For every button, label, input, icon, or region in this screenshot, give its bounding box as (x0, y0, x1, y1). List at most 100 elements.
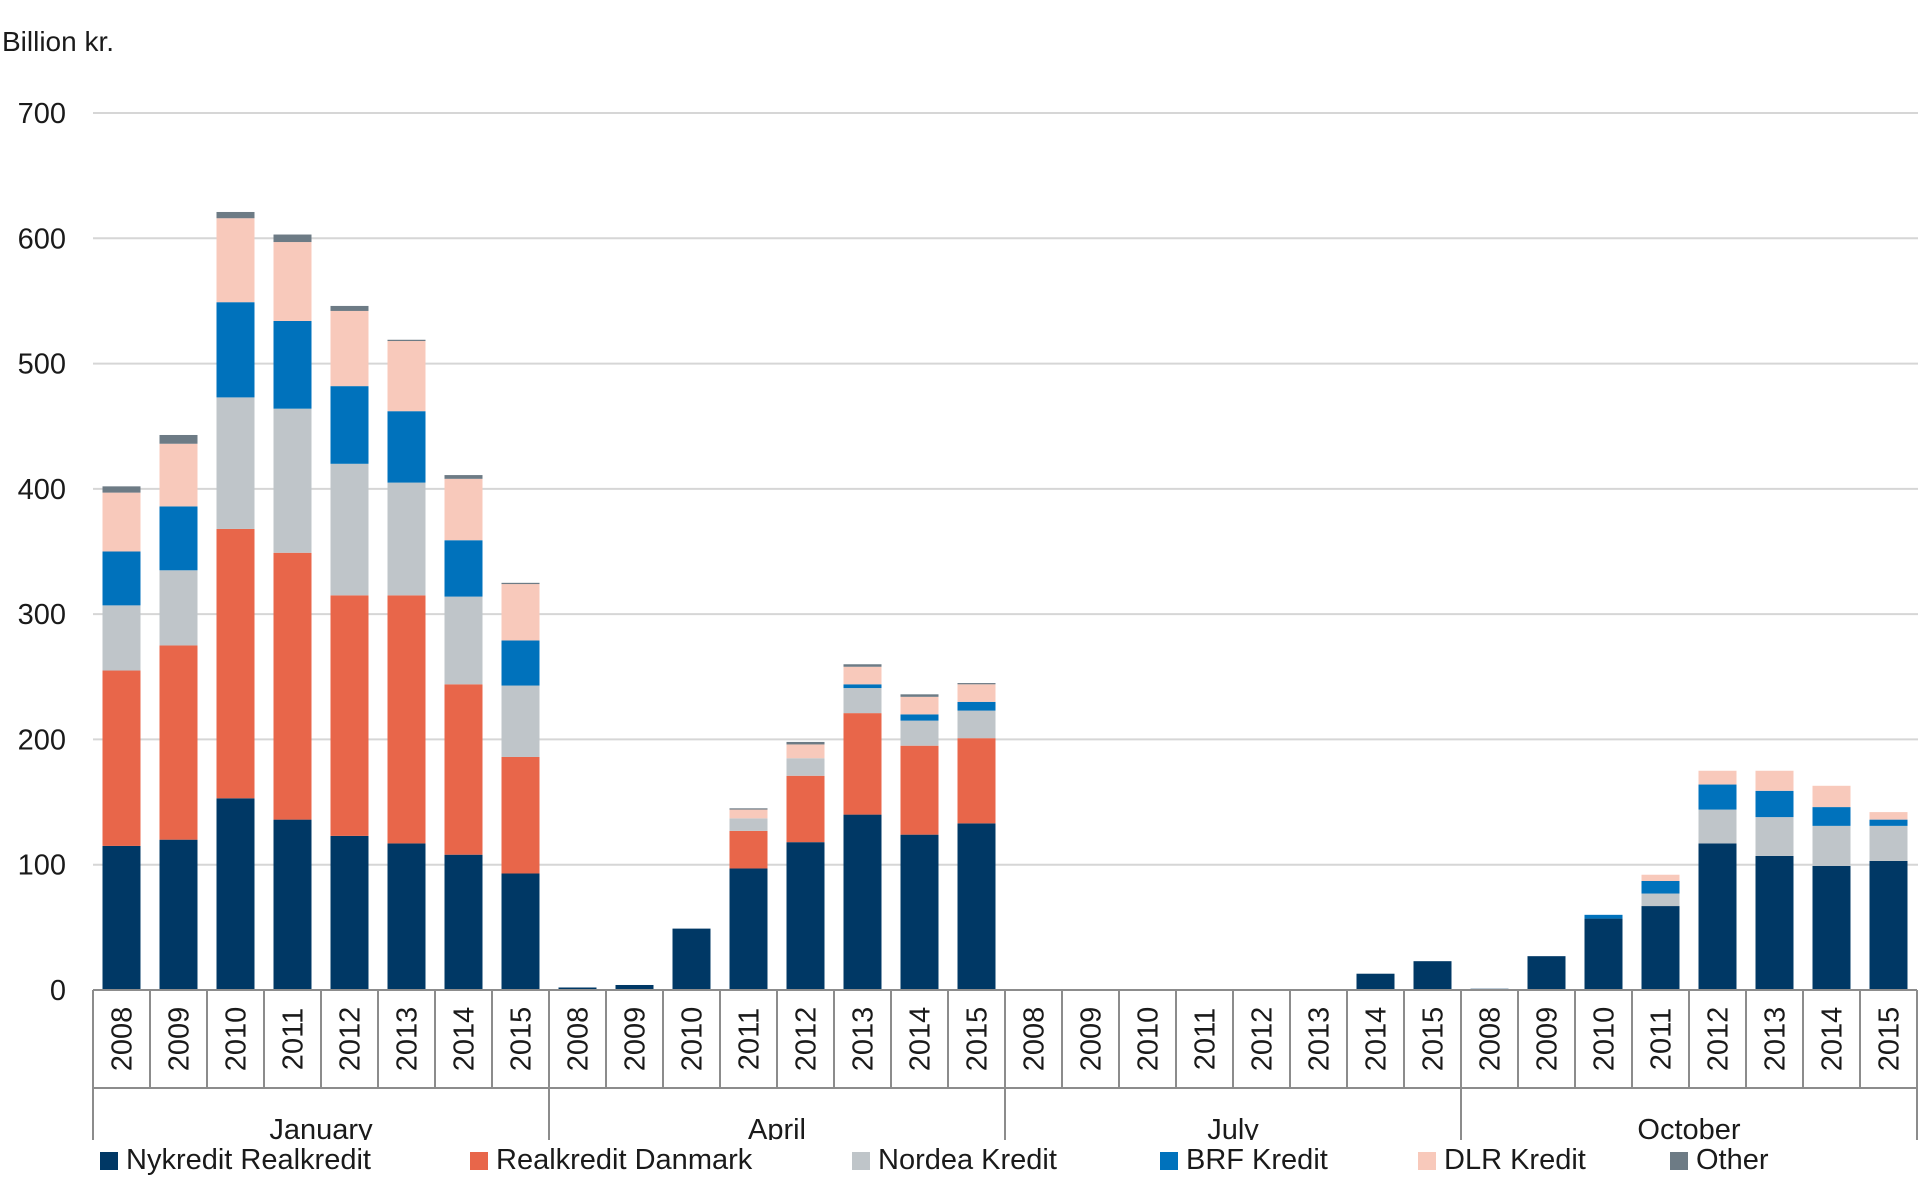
bar-segment-realkredit-danmark (159, 645, 198, 840)
bar-segment-brf-kredit (330, 386, 369, 464)
bar-segment-other (330, 305, 369, 311)
x-tick-label-year: 2014 (1817, 1007, 1849, 1072)
bar-segment-brf-kredit (159, 506, 198, 571)
x-tick-label-year: 2008 (1019, 1007, 1051, 1072)
bar-segment-realkredit-danmark (729, 830, 768, 869)
bar-segment-nordea-kredit (1869, 825, 1908, 861)
bar-segment-realkredit-danmark (102, 670, 141, 846)
bar-segment-realkredit-danmark (900, 745, 939, 835)
bar-segment-nykredit-realkredit (273, 819, 312, 990)
bar-segment-nykredit-realkredit (216, 798, 255, 990)
bar-segment-nykredit-realkredit (900, 834, 939, 990)
bar-segment-other (786, 741, 825, 745)
bar-segment-brf-kredit (957, 701, 996, 711)
bar-segment-brf-kredit (216, 302, 255, 398)
bar-segment-nordea-kredit (729, 818, 768, 831)
y-axis-title: Billion kr. (2, 26, 115, 57)
x-group-label: April (748, 1114, 806, 1140)
bar-segment-nordea-kredit (387, 482, 426, 596)
bar-segment-nykredit-realkredit (672, 928, 711, 990)
bar-segment-dlr-kredit (159, 443, 198, 507)
x-tick-label-year: 2015 (1418, 1007, 1450, 1072)
bar-segment-nykredit-realkredit (1413, 961, 1452, 990)
bar-segment-other (501, 582, 540, 585)
bar-segment-nykredit-realkredit (1698, 843, 1737, 990)
legend-label: DLR Kredit (1444, 1144, 1586, 1176)
bar-segment-nykredit-realkredit (159, 839, 198, 990)
bar-segment-other (729, 808, 768, 810)
bar-segment-dlr-kredit (501, 584, 540, 641)
legend-label: Nykredit Realkredit (126, 1144, 371, 1176)
y-tick-label: 400 (18, 474, 66, 506)
bar-segment-nykredit-realkredit (786, 842, 825, 990)
bar-segment-nordea-kredit (786, 758, 825, 776)
bar-segment-dlr-kredit (843, 666, 882, 685)
legend-label: Other (1696, 1144, 1769, 1176)
bar-segment-brf-kredit (102, 551, 141, 606)
bar-segment-brf-kredit (387, 411, 426, 483)
bar-segment-nykredit-realkredit (1356, 973, 1395, 990)
bar-segment-nykredit-realkredit (957, 823, 996, 990)
x-tick-label-year: 2015 (506, 1007, 538, 1072)
bar-segment-nordea-kredit (501, 685, 540, 757)
bar-segment-brf-kredit (1869, 819, 1908, 826)
bar-segment-realkredit-danmark (786, 775, 825, 843)
x-tick-label-year: 2015 (962, 1007, 994, 1072)
legend: Nykredit Realkredit Realkredit Danmark Nor… (100, 1144, 1900, 1180)
bar-segment-brf-kredit (501, 640, 540, 686)
bar-segment-other (159, 434, 198, 444)
bar-segment-dlr-kredit (729, 809, 768, 819)
bar-segment-other (102, 486, 141, 493)
bar-segment-realkredit-danmark (216, 528, 255, 799)
y-tick-label: 700 (18, 98, 66, 130)
bar-segment-realkredit-danmark (330, 595, 369, 836)
bar-segment-brf-kredit (1698, 784, 1737, 810)
bar-segment-realkredit-danmark (387, 595, 426, 844)
x-tick-label-year: 2015 (1874, 1007, 1906, 1072)
y-tick-label: 100 (18, 850, 66, 882)
x-tick-label-year: 2014 (905, 1007, 937, 1072)
bar-segment-brf-kredit (843, 684, 882, 689)
bar-segment-nykredit-realkredit (1755, 855, 1794, 990)
legend-item: Other (1670, 1144, 1769, 1177)
legend-item: Nykredit Realkredit (100, 1144, 371, 1177)
legend-swatch (1670, 1151, 1688, 1170)
legend-item: Nordea Kredit (852, 1144, 1057, 1177)
bar-segment-brf-kredit (273, 320, 312, 409)
bar-segment-other (444, 475, 483, 479)
x-tick-label-year: 2012 (1247, 1007, 1279, 1072)
bar-segment-nordea-kredit (1812, 825, 1851, 866)
y-tick-label: 200 (18, 724, 66, 756)
x-group-label: July (1207, 1114, 1259, 1140)
bar-segment-nordea-kredit (957, 710, 996, 739)
bar-segment-other (957, 683, 996, 685)
x-tick-label-year: 2012 (335, 1007, 367, 1072)
bar-segment-nordea-kredit (843, 688, 882, 714)
bar-segment-nordea-kredit (273, 408, 312, 553)
bar-segment-dlr-kredit (957, 684, 996, 702)
bar-segment-nykredit-realkredit (729, 868, 768, 990)
bar-segment-dlr-kredit (273, 242, 312, 321)
legend-swatch (1418, 1151, 1436, 1170)
x-tick-label-year: 2011 (1190, 1008, 1222, 1070)
bar-segment-dlr-kredit (786, 744, 825, 759)
bar-segment-nykredit-realkredit (1527, 956, 1566, 990)
bar-segment-dlr-kredit (444, 478, 483, 541)
bar-segment-nordea-kredit (1641, 893, 1680, 907)
bar-segment-dlr-kredit (1869, 812, 1908, 820)
x-tick-label-year: 2011 (734, 1008, 766, 1070)
bar-segment-nordea-kredit (444, 596, 483, 685)
bar-segment-other (273, 234, 312, 243)
x-tick-label-year: 2013 (1760, 1007, 1792, 1072)
y-tick-label: 300 (18, 599, 66, 631)
bar-segment-nykredit-realkredit (1869, 860, 1908, 990)
legend-swatch (852, 1151, 870, 1170)
x-tick-label-year: 2014 (1361, 1007, 1393, 1072)
x-tick-label-year: 2010 (677, 1007, 709, 1072)
bar-segment-brf-kredit (1641, 881, 1680, 894)
bar-segment-dlr-kredit (1698, 770, 1737, 785)
bars (102, 211, 1908, 990)
bar-segment-realkredit-danmark (957, 738, 996, 824)
x-tick-label-year: 2009 (620, 1007, 652, 1072)
legend-label: Nordea Kredit (878, 1144, 1057, 1176)
